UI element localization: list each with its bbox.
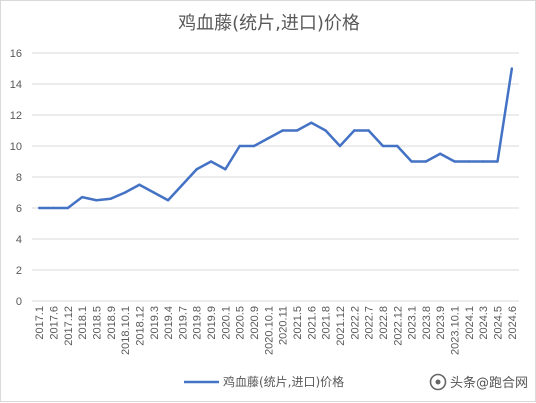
x-tick-label: 2019.9: [206, 306, 218, 340]
data-point: [453, 160, 456, 163]
x-tick-label: 2021.6: [306, 306, 318, 340]
x-tick-label: 2018.12: [134, 306, 146, 346]
data-point: [52, 206, 55, 210]
x-tick-label: 2024.5: [493, 306, 505, 340]
watermark-text: 头条@跑合网: [450, 375, 528, 391]
x-tick-label: 2017.12: [63, 306, 75, 346]
x-tick-label: 2021.5: [292, 306, 304, 340]
y-tick-label: 16: [10, 48, 22, 60]
y-tick-label: 8: [16, 172, 22, 184]
legend: 鸡血藤(统片,进口)价格: [184, 374, 344, 389]
x-tick-label: 2019.8: [192, 306, 204, 340]
y-tick-label: 14: [10, 79, 22, 91]
data-point: [181, 183, 184, 186]
watermark: 头条@跑合网: [429, 373, 528, 391]
x-tick-label: 2020.11: [278, 306, 290, 345]
data-point: [95, 199, 98, 202]
y-tick-label: 12: [10, 110, 22, 122]
x-tick-label: 2017.6: [48, 306, 60, 340]
data-point: [80, 195, 84, 199]
x-tick-label: 2024.6: [507, 306, 519, 340]
x-axis-ticks: 2017.1 2017.6 2017.12 2018.1 2018.5 2018.9 201…: [34, 306, 519, 355]
chart-title: 鸡血藤(统片,进口)价格: [178, 13, 360, 34]
x-tick-label: 2021.8: [321, 306, 333, 340]
x-tick-label: 2022.8: [378, 306, 390, 340]
x-tick-label: 2018.10.1: [120, 306, 132, 355]
x-tick-label: 2022.12: [392, 306, 404, 346]
y-tick-label: 0: [16, 296, 22, 308]
series-line: [39, 68, 514, 210]
y-axis-ticks: 0 2 4 6 8 10 12 14 16: [10, 48, 22, 308]
x-tick-label: 2023.1: [407, 306, 419, 340]
x-tick-label: 2024.1: [464, 306, 476, 340]
data-point: [66, 206, 70, 210]
x-tick-label: 2019.3: [149, 306, 161, 340]
gridlines: [32, 52, 519, 302]
x-tick-label: 2020.5: [235, 306, 247, 340]
data-point: [481, 160, 485, 163]
y-tick-label: 2: [16, 265, 22, 277]
toutiao-logo-icon: [429, 373, 447, 391]
y-tick-label: 4: [16, 234, 22, 246]
data-point: [267, 137, 270, 140]
x-tick-label: 2022.7: [364, 306, 376, 340]
y-tick-label: 10: [10, 141, 22, 153]
data-point: [367, 129, 370, 132]
data-point: [123, 191, 127, 194]
data-point: [295, 129, 299, 132]
data-point: [166, 199, 170, 202]
data-point: [37, 206, 41, 210]
data-point: [396, 144, 399, 148]
data-point: [238, 144, 241, 148]
x-tick-label: 2018.5: [91, 306, 103, 340]
legend-label: 鸡血藤(统片,进口)价格: [223, 374, 344, 389]
data-point: [252, 144, 256, 148]
x-tick-label: 2019.7: [177, 306, 189, 340]
x-tick-label: 2024.3: [478, 306, 490, 340]
data-point: [424, 160, 428, 163]
y-tick-label: 6: [16, 203, 22, 215]
x-tick-label: 2018.9: [106, 306, 118, 340]
series-layer: [37, 67, 514, 210]
x-tick-label: 2018.1: [77, 306, 89, 340]
data-point: [410, 160, 413, 163]
data-point: [467, 160, 471, 163]
x-tick-label: 2022.2: [349, 306, 361, 340]
data-point: [439, 152, 442, 155]
data-point: [281, 129, 284, 132]
data-point: [353, 129, 356, 132]
data-point: [152, 191, 155, 194]
x-tick-label: 2020.9: [249, 306, 261, 340]
data-point: [138, 183, 141, 186]
data-point: [224, 168, 227, 171]
data-point: [310, 121, 313, 124]
x-tick-label: 2020.10.1: [263, 306, 275, 355]
data-point: [510, 67, 514, 70]
data-point: [381, 144, 385, 148]
data-point: [195, 168, 198, 171]
x-tick-label: 2023.8: [421, 306, 433, 340]
data-point: [338, 144, 342, 148]
data-point: [209, 160, 213, 163]
data-point: [109, 197, 112, 200]
x-tick-label: 2023.10.1: [450, 306, 462, 355]
x-tick-label: 2020.1: [220, 306, 232, 340]
x-tick-label: 2021.12: [335, 306, 347, 346]
data-point: [496, 160, 499, 163]
data-point: [324, 129, 327, 132]
x-tick-label: 2017.1: [34, 306, 46, 340]
x-tick-label: 2019.4: [163, 306, 175, 340]
x-tick-label: 2023.9: [435, 306, 447, 340]
